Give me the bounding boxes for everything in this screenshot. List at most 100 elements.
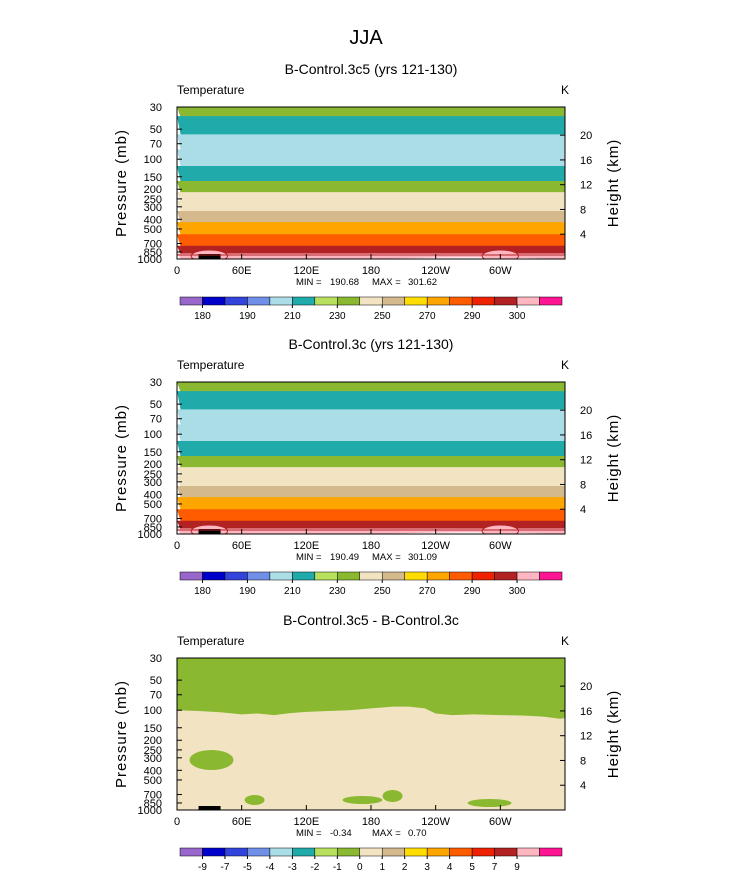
y-tick-label: 1000 xyxy=(138,805,162,817)
x-tick-label: 60W xyxy=(489,540,512,552)
colorbar-swatch xyxy=(539,847,563,857)
y-axis-title: Pressure (mb) xyxy=(113,129,130,237)
max-value: 301.62 xyxy=(408,277,437,288)
x-tick-label: 180 xyxy=(362,816,380,828)
y-right-tick-label: 20 xyxy=(580,681,592,693)
x-tick-label: 0 xyxy=(174,816,180,828)
colorbar-swatch xyxy=(247,571,271,581)
y-tick-label: 100 xyxy=(144,705,162,717)
colorbar-swatch xyxy=(404,296,428,306)
temperature-band xyxy=(177,134,565,154)
colorbar-swatch xyxy=(314,296,338,306)
colorbar-swatch xyxy=(471,847,495,857)
colorbar-swatch xyxy=(539,296,563,306)
colorbar-swatch xyxy=(381,296,405,306)
colorbar-label: 270 xyxy=(419,311,436,322)
colorbar-label: 230 xyxy=(329,586,346,597)
contour-fills xyxy=(177,658,565,810)
temperature-band xyxy=(177,509,565,525)
colorbar-label: 180 xyxy=(194,311,211,322)
panel-2: B-Control.3c (yrs 121-130) Temperature K 30… xyxy=(113,336,622,597)
temperature-band xyxy=(177,486,565,501)
colorbar-swatch xyxy=(381,847,405,857)
y-tick-label: 400 xyxy=(144,489,162,501)
y-tick-label: 300 xyxy=(144,477,162,489)
topography-mask xyxy=(198,529,221,534)
colorbar-swatch xyxy=(202,296,226,306)
temperature-band xyxy=(177,222,565,238)
colorbar-label: -4 xyxy=(265,862,274,873)
colorbar-label: 190 xyxy=(239,311,256,322)
colorbar-label: 4 xyxy=(447,862,453,873)
difference-patch xyxy=(342,796,383,804)
x-tick-label: 120W xyxy=(421,540,450,552)
colorbar-label: -2 xyxy=(310,862,319,873)
y-right-tick-label: 8 xyxy=(580,204,586,216)
y-tick-label: 1000 xyxy=(138,254,162,266)
topography-mask xyxy=(198,254,221,259)
panel-1: B-Control.3c5 (yrs 121-130) Temperature K 3… xyxy=(113,61,622,322)
x-tick-label: 60E xyxy=(232,816,252,828)
y-tick-label: 30 xyxy=(150,102,162,114)
colorbar-swatch xyxy=(292,571,316,581)
contour-fills xyxy=(177,382,565,534)
colorbar-label: 1 xyxy=(379,862,385,873)
colorbar-label: 3 xyxy=(424,862,430,873)
units-label: K xyxy=(561,358,569,372)
colorbar-swatch xyxy=(269,847,293,857)
colorbar-label: 210 xyxy=(284,311,301,322)
temperature-band xyxy=(177,165,565,185)
y-right-tick-label: 8 xyxy=(580,755,586,767)
y-tick-label: 30 xyxy=(150,653,162,665)
y-right-tick-label: 16 xyxy=(580,155,592,167)
field-label: Temperature xyxy=(177,83,245,97)
contour-fills xyxy=(177,107,565,259)
temperature-band xyxy=(177,497,565,513)
x-tick-label: 120W xyxy=(421,816,450,828)
temperature-band xyxy=(177,440,565,460)
temperature-band xyxy=(177,456,565,471)
colorbar-swatch xyxy=(359,571,383,581)
max-label: MAX = xyxy=(372,277,401,288)
panel-title: B-Control.3c5 (yrs 121-130) xyxy=(285,61,458,77)
y-tick-label: 850 xyxy=(144,247,162,259)
y-tick-label: 700 xyxy=(144,239,162,251)
x-tick-label: 120E xyxy=(293,816,319,828)
x-tick-label: 60E xyxy=(232,540,252,552)
temperature-band xyxy=(177,391,565,414)
colorbar-swatch xyxy=(449,847,473,857)
y-right-tick-label: 12 xyxy=(580,180,592,192)
x-tick-label: 180 xyxy=(362,540,380,552)
colorbar-label: 190 xyxy=(239,586,256,597)
colorbar-label: 250 xyxy=(374,311,391,322)
max-value: 301.09 xyxy=(408,552,437,563)
y-tick-label: 50 xyxy=(150,399,162,411)
colorbar-swatch xyxy=(494,571,518,581)
y-tick-label: 400 xyxy=(144,214,162,226)
colorbar-swatch xyxy=(224,571,248,581)
y-tick-label: 500 xyxy=(144,499,162,511)
colorbar-swatch xyxy=(314,571,338,581)
colorbar-swatch xyxy=(179,296,203,306)
y-right-tick-label: 16 xyxy=(580,430,592,442)
y-right-tick-label: 12 xyxy=(580,731,592,743)
colorbar-label: 300 xyxy=(509,586,526,597)
y-tick-label: 150 xyxy=(144,723,162,735)
colorbar-swatch xyxy=(337,296,361,306)
colorbar-label: 250 xyxy=(374,586,391,597)
difference-region-positive xyxy=(177,706,565,810)
y-tick-label: 250 xyxy=(144,745,162,757)
colorbar-label: -7 xyxy=(220,862,229,873)
x-tick-label: 180 xyxy=(362,265,380,277)
colorbar-swatch xyxy=(404,571,428,581)
y-tick-label: 400 xyxy=(144,765,162,777)
y-tick-label: 150 xyxy=(144,172,162,184)
colorbar-swatch xyxy=(202,847,226,857)
colorbar-swatch xyxy=(269,296,293,306)
min-value: 190.68 xyxy=(330,277,359,288)
y-right-tick-label: 20 xyxy=(580,405,592,417)
temperature-band xyxy=(177,211,565,226)
x-tick-label: 120W xyxy=(421,265,450,277)
colorbar-swatch xyxy=(381,571,405,581)
